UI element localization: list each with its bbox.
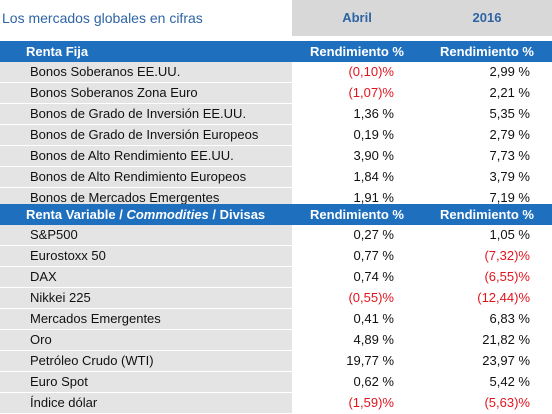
row-name: Oro xyxy=(0,330,292,350)
section-col1-header: Rendimiento % xyxy=(310,44,404,59)
section-label-part: Renta Variable / xyxy=(26,207,127,222)
row-value-abril: 0,62 % xyxy=(292,372,422,392)
column-header-2016: 2016 xyxy=(422,0,552,36)
section-label: Renta Variable / Commodities / Divisas xyxy=(0,204,292,225)
row-name: Nikkei 225 xyxy=(0,288,292,308)
table-title: Los mercados globales en cifras xyxy=(2,10,203,26)
table-row: Bonos Soberanos EE.UU. (0,10)% 2,99 % xyxy=(0,62,552,83)
table-row: S&P500 0,27 % 1,05 % xyxy=(0,225,552,246)
row-name: Bonos Soberanos EE.UU. xyxy=(0,62,292,82)
row-value-abril: (0,10)% xyxy=(292,62,422,82)
row-name: Bonos de Alto Rendimiento EE.UU. xyxy=(0,146,292,166)
row-value-abril: 0,41 % xyxy=(292,309,422,329)
section-rows-renta-variable: S&P500 0,27 % 1,05 % Eurostoxx 50 0,77 % (7,3… xyxy=(0,225,552,414)
section-header-renta-variable: Renta Variable / Commodities / Divisas R… xyxy=(0,204,552,225)
row-name: Euro Spot xyxy=(0,372,292,392)
table-row: Mercados Emergentes 0,41 % 6,83 % xyxy=(0,309,552,330)
section-header-renta-fija: Renta Fija Rendimiento % Rendimiento % xyxy=(0,41,552,62)
row-value-abril: (1,59)% xyxy=(292,393,422,413)
table-row: Bonos de Mercados Emergentes 1,91 % 7,19 % xyxy=(0,188,552,209)
row-value-2016: 2,79 % xyxy=(422,125,552,145)
row-value-2016: 5,35 % xyxy=(422,104,552,124)
row-value-abril: 0,77 % xyxy=(292,246,422,266)
row-value-abril: 0,74 % xyxy=(292,267,422,287)
row-name: Petróleo Crudo (WTI) xyxy=(0,351,292,371)
section-label: Renta Fija xyxy=(0,41,292,62)
row-value-abril: 3,90 % xyxy=(292,146,422,166)
section-label-part-italic: Commodities xyxy=(126,207,209,222)
row-value-2016: 2,99 % xyxy=(422,62,552,82)
table-row: Petróleo Crudo (WTI) 19,77 % 23,97 % xyxy=(0,351,552,372)
row-value-2016: 3,79 % xyxy=(422,167,552,187)
table-row: Bonos de Alto Rendimiento Europeos 1,84 %… xyxy=(0,167,552,188)
row-value-2016: 7,19 % xyxy=(422,188,552,208)
row-value-2016: (12,44)% xyxy=(422,288,552,308)
row-value-2016: 6,83 % xyxy=(422,309,552,329)
row-name: Bonos de Grado de Inversión EE.UU. xyxy=(0,104,292,124)
row-name: Mercados Emergentes xyxy=(0,309,292,329)
row-value-2016: 23,97 % xyxy=(422,351,552,371)
table-row: Eurostoxx 50 0,77 % (7,32)% xyxy=(0,246,552,267)
row-value-abril: 1,84 % xyxy=(292,167,422,187)
column-header-abril: Abril xyxy=(292,0,422,36)
row-value-2016: 1,05 % xyxy=(422,225,552,245)
row-name: Bonos de Grado de Inversión Europeos xyxy=(0,125,292,145)
row-name: Bonos Soberanos Zona Euro xyxy=(0,83,292,103)
table-row: Bonos Soberanos Zona Euro (1,07)% 2,21 % xyxy=(0,83,552,104)
table-row: Euro Spot 0,62 % 5,42 % xyxy=(0,372,552,393)
row-value-2016: 21,82 % xyxy=(422,330,552,350)
table-row: Bonos de Alto Rendimiento EE.UU. 3,90 % 7,… xyxy=(0,146,552,167)
row-value-2016: (5,63)% xyxy=(422,393,552,413)
section-col1-header: Rendimiento % xyxy=(310,207,404,222)
table-row: DAX 0,74 % (6,55)% xyxy=(0,267,552,288)
row-value-2016: 5,42 % xyxy=(422,372,552,392)
row-name: Bonos de Mercados Emergentes xyxy=(0,188,292,208)
title-row: Los mercados globales en cifras Abril 20… xyxy=(0,0,552,36)
section-col2-header: Rendimiento % xyxy=(440,44,534,59)
section-col2-header: Rendimiento % xyxy=(440,207,534,222)
section-label-part: Renta Fija xyxy=(26,44,89,59)
row-value-abril: 0,27 % xyxy=(292,225,422,245)
section-rows-renta-fija: Bonos Soberanos EE.UU. (0,10)% 2,99 % Bonos… xyxy=(0,62,552,209)
row-value-abril: (1,07)% xyxy=(292,83,422,103)
row-name: Bonos de Alto Rendimiento Europeos xyxy=(0,167,292,187)
row-value-abril: 19,77 % xyxy=(292,351,422,371)
row-value-abril: 1,91 % xyxy=(292,188,422,208)
table-row: Oro 4,89 % 21,82 % xyxy=(0,330,552,351)
row-name: S&P500 xyxy=(0,225,292,245)
table-row: Índice dólar (1,59)% (5,63)% xyxy=(0,393,552,414)
table-row: Bonos de Grado de Inversión Europeos 0,19… xyxy=(0,125,552,146)
row-name: Eurostoxx 50 xyxy=(0,246,292,266)
row-value-abril: (0,55)% xyxy=(292,288,422,308)
row-value-2016: (6,55)% xyxy=(422,267,552,287)
row-value-2016: (7,32)% xyxy=(422,246,552,266)
row-name: DAX xyxy=(0,267,292,287)
table-row: Bonos de Grado de Inversión EE.UU. 1,36 %… xyxy=(0,104,552,125)
row-value-abril: 0,19 % xyxy=(292,125,422,145)
table-row: Nikkei 225 (0,55)% (12,44)% xyxy=(0,288,552,309)
row-value-abril: 1,36 % xyxy=(292,104,422,124)
section-label-part: / Divisas xyxy=(208,207,266,222)
row-value-abril: 4,89 % xyxy=(292,330,422,350)
row-value-2016: 2,21 % xyxy=(422,83,552,103)
row-value-2016: 7,73 % xyxy=(422,146,552,166)
row-name: Índice dólar xyxy=(0,393,292,413)
